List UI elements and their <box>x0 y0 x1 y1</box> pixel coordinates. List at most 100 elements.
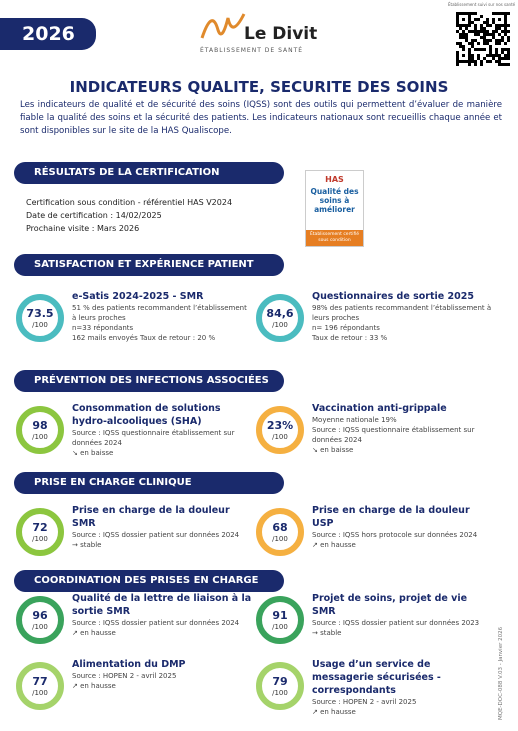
qr-cell <box>462 36 465 39</box>
indicator: Alimentation du DMP Source : HOPEN 2 - av… <box>72 658 252 691</box>
qr-cell <box>456 54 459 57</box>
qr-cell <box>489 45 492 48</box>
qr-cell <box>492 30 495 33</box>
indicator-title: Vaccination anti-grippale <box>312 403 447 414</box>
qr-cell <box>462 54 465 57</box>
cert-line: Certification sous condition - référenti… <box>26 198 233 207</box>
indicator-title: e-Satis 2024-2025 - SMR <box>72 291 204 302</box>
qr-cell <box>495 42 498 45</box>
score-ring <box>16 294 64 342</box>
score-denominator: /100 <box>32 433 48 441</box>
qr-cell <box>504 63 507 66</box>
indicator: Prise en charge de la douleur USP Source … <box>312 504 492 550</box>
qr-cell <box>486 42 489 45</box>
indicator: Vaccination anti-grippale Moyenne nationa… <box>312 402 492 455</box>
qr-cell <box>492 33 495 36</box>
qr-cell <box>474 30 477 33</box>
indicator-line: Source : HOPEN 2 - avril 2025 <box>312 698 417 706</box>
qr-cell <box>504 54 507 57</box>
score-ring <box>16 596 64 644</box>
indicator: Projet de soins, projet de vie SMR Source… <box>312 592 492 638</box>
score: 84,6 <box>266 307 294 320</box>
qr-cell <box>507 63 510 66</box>
qr-cell <box>498 42 501 45</box>
qr-cell <box>498 27 501 30</box>
qr-cell <box>465 27 468 30</box>
qr-cell <box>498 60 501 63</box>
qr-cell <box>471 12 474 15</box>
qr-cell <box>456 57 459 60</box>
score-ring <box>256 662 304 710</box>
title: INDICATEURS QUALITE, SECURITE DES SOINS <box>69 78 449 96</box>
qr-cell <box>465 36 468 39</box>
qr-cell <box>468 12 471 15</box>
qr-cell <box>462 24 465 27</box>
qr-cell <box>480 36 483 39</box>
indicator-title: Projet de soins, projet de vie SMR <box>312 593 468 617</box>
qr-cell <box>495 54 498 57</box>
qr-cell <box>462 48 465 51</box>
qr-cell <box>459 45 462 48</box>
score-denominator: /100 <box>32 321 48 329</box>
qr-cell <box>477 18 480 21</box>
qr-cell <box>498 39 501 42</box>
qr-cell <box>471 60 474 63</box>
qr-cell <box>480 48 483 51</box>
qr-cell <box>492 21 495 24</box>
qr-cell <box>504 42 507 45</box>
score-denominator: /100 <box>32 623 48 631</box>
indicator-line: ↗ en hausse <box>312 708 356 716</box>
qr-cell <box>498 18 501 21</box>
qr-cell <box>501 51 504 54</box>
score: 72 <box>32 521 48 534</box>
badge-label: Qualité des soins à améliorer <box>310 187 359 214</box>
qr-cell <box>486 30 489 33</box>
indicator-title: Consommation de solutions hydro-alcooliq… <box>72 403 221 427</box>
qr-cell <box>483 48 486 51</box>
qr-cell <box>474 12 477 15</box>
intro: Les indicateurs de qualité et de sécurit… <box>20 100 502 136</box>
score-ring <box>256 406 304 454</box>
indicator-line: ↗ en hausse <box>312 541 356 549</box>
cert-line: Date de certification : 14/02/2025 <box>26 211 162 220</box>
qr-cell <box>468 30 471 33</box>
qr-cell <box>507 48 510 51</box>
qr-cell <box>456 63 459 66</box>
qr-cell <box>489 54 492 57</box>
qr-cell <box>501 12 504 15</box>
qr-cell <box>465 33 468 36</box>
qr-cell <box>483 57 486 60</box>
indicator-line: n=33 répondants <box>72 324 134 332</box>
qr-cell <box>471 57 474 60</box>
qr-cell <box>471 39 474 42</box>
section-heading: PRÉVENTION DES INFECTIONS ASSOCIÉES AUX … <box>14 370 284 408</box>
indicator: Questionnaires de sortie 2025 98% des pat… <box>312 290 492 343</box>
badge-footer: Établissement certifié sous condition <box>306 230 363 246</box>
qr-cell <box>507 39 510 42</box>
indicator-line: ↗ en hausse <box>72 629 116 637</box>
score: 23% <box>266 419 294 432</box>
qr-cell <box>456 15 459 18</box>
indicator-line: 98% des patients recommandent l’établiss… <box>312 304 492 322</box>
qr-cell <box>489 24 492 27</box>
qr-cell <box>486 39 489 42</box>
qr-cell <box>498 24 501 27</box>
qr-cell <box>465 60 468 63</box>
year-pill: 2026 <box>0 18 96 50</box>
cert-line: Prochaine visite : Mars 2026 <box>26 224 140 233</box>
qr-cell <box>501 30 504 33</box>
indicator-line: ↘ en baisse <box>72 449 114 457</box>
qr-cell <box>459 27 462 30</box>
qr-cell <box>468 24 471 27</box>
qr-cell <box>456 42 459 45</box>
score-ring <box>16 662 64 710</box>
qr-cell <box>495 30 498 33</box>
section-heading: SATISFACTION ET EXPÉRIENCE PATIENT <box>14 254 284 276</box>
indicator-line: Source : IQSS questionnaire établissemen… <box>312 426 475 444</box>
indicator-line: Source : IQSS dossier patient sur donnée… <box>312 619 480 627</box>
score-denominator: /100 <box>272 433 288 441</box>
qr-cell <box>486 21 489 24</box>
qr-cell <box>507 30 510 33</box>
qr-cell <box>471 21 474 24</box>
indicator-line: 162 mails envoyés Taux de retour : 20 % <box>72 334 216 342</box>
